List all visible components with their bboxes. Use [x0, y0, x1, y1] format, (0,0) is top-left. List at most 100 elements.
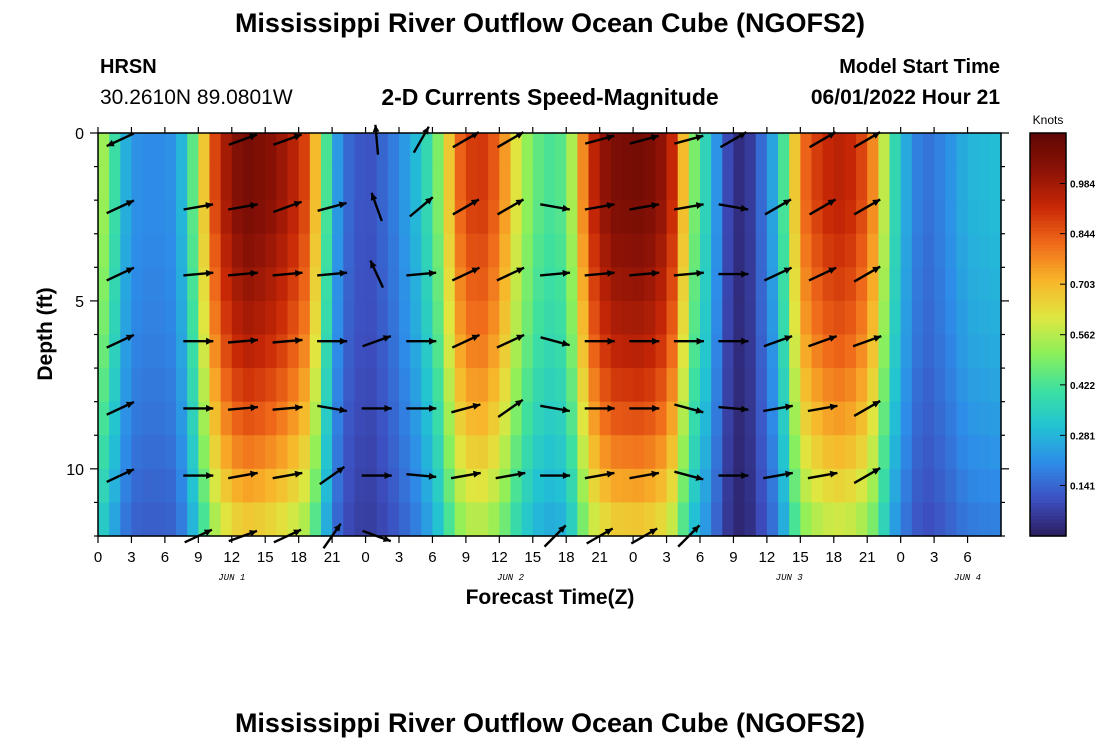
heatmap-cell	[856, 267, 868, 302]
heatmap-cell	[443, 468, 456, 504]
colorbar-swatch	[1030, 274, 1066, 279]
heatmap-cell	[566, 502, 578, 537]
heatmap-cell	[332, 133, 344, 168]
heatmap-cell	[98, 200, 110, 235]
heatmap-cell	[399, 233, 411, 268]
heatmap-cell	[176, 435, 188, 470]
heatmap-cell	[833, 200, 846, 235]
heatmap-cell	[410, 300, 422, 336]
heatmap-cell	[666, 334, 679, 369]
heatmap-cell	[934, 368, 946, 403]
heatmap-cell	[109, 401, 121, 436]
colorbar-swatch	[1030, 149, 1066, 154]
heatmap-cell	[220, 334, 233, 369]
next-chart-title: Mississippi River Outflow Ocean Cube (NG…	[234, 708, 866, 738]
heatmap-cell	[755, 368, 768, 403]
heatmap-cell	[778, 435, 790, 470]
colorbar-swatch	[1030, 294, 1066, 299]
heatmap-cell	[488, 133, 500, 168]
heatmap-cell	[298, 200, 311, 235]
heatmap-cell	[298, 300, 311, 336]
heatmap-cell	[744, 368, 757, 403]
heatmap-cell	[332, 435, 344, 470]
current-vector	[540, 203, 571, 212]
colorbar-tick-label: 0.562	[1070, 331, 1095, 342]
heatmap-cell	[655, 133, 668, 168]
heatmap-cell	[811, 502, 824, 537]
x-tick-label: 6	[161, 549, 169, 566]
heatmap-cell	[521, 233, 534, 268]
heatmap-cell	[755, 468, 768, 504]
heatmap-cell	[878, 200, 891, 235]
heatmap-cell	[387, 267, 400, 302]
colorbar-tick-label: 0.984	[1070, 180, 1095, 191]
heatmap-cell	[989, 368, 1002, 403]
heatmap-cell	[833, 468, 846, 504]
heatmap-cell	[688, 267, 701, 302]
heatmap-cell	[320, 468, 333, 504]
colorbar-swatch	[1030, 280, 1066, 285]
heatmap-cell	[242, 401, 255, 436]
current-vector	[227, 202, 258, 211]
heatmap-cell	[800, 267, 813, 302]
heatmap-cell	[142, 334, 155, 369]
heatmap-cell	[265, 267, 277, 302]
heatmap-cell	[800, 334, 813, 369]
heatmap-cell	[934, 435, 946, 470]
heatmap-cell	[543, 401, 556, 436]
heatmap-cell	[231, 166, 244, 201]
heatmap-cell	[242, 502, 255, 537]
heatmap-cell	[309, 334, 322, 369]
colorbar-swatch	[1030, 300, 1066, 305]
heatmap-cell	[488, 200, 500, 235]
heatmap-cell	[688, 334, 701, 369]
heatmap-cell	[320, 200, 333, 235]
heatmap-cell	[510, 334, 523, 369]
current-vector	[629, 404, 660, 412]
heatmap-cell	[755, 200, 768, 235]
heatmap-cell	[945, 435, 958, 470]
heatmap-cell	[499, 267, 512, 302]
heatmap-cell	[488, 300, 500, 336]
heatmap-cell	[343, 368, 356, 403]
heatmap-cell	[889, 401, 902, 436]
colorbar-swatch	[1030, 435, 1066, 440]
heatmap-cell	[365, 166, 378, 201]
heatmap-cell	[934, 401, 946, 436]
current-vector	[584, 202, 615, 211]
heatmap-cell	[387, 368, 400, 403]
heatmap-cell	[276, 334, 289, 369]
colorbar-swatch	[1030, 270, 1066, 275]
heatmap-cell	[811, 401, 824, 436]
x-tick-label: 6	[696, 549, 704, 566]
heatmap-cell	[655, 468, 668, 504]
heatmap-cell	[120, 267, 133, 302]
heatmap-cell	[309, 233, 322, 268]
heatmap-cell	[577, 166, 590, 201]
colorbar-swatch	[1030, 452, 1066, 456]
heatmap-cell	[945, 502, 958, 537]
heatmap-cell	[644, 368, 657, 403]
heatmap-cell	[967, 435, 980, 470]
heatmap-cell	[309, 200, 322, 235]
heatmap-cell	[922, 435, 935, 470]
heatmap-cell	[588, 435, 601, 470]
heatmap-cell	[164, 233, 177, 268]
heatmap-cell	[700, 233, 712, 268]
heatmap-cell	[555, 133, 567, 168]
heatmap-cell	[153, 166, 166, 201]
colorbar-swatch	[1030, 227, 1066, 231]
heatmap-cell	[510, 133, 523, 168]
heatmap-cell	[577, 300, 590, 336]
heatmap-cell	[621, 166, 634, 201]
heatmap-cell	[254, 267, 266, 302]
colorbar-swatch	[1030, 260, 1066, 265]
heatmap-cell	[911, 267, 924, 302]
heatmap-cell	[744, 435, 757, 470]
heatmap-cell	[945, 200, 958, 235]
heatmap-cell	[644, 468, 657, 504]
colorbar-swatch	[1030, 243, 1066, 248]
heatmap-cell	[265, 200, 277, 235]
heatmap-cell	[254, 334, 266, 369]
heatmap-cell	[889, 166, 902, 201]
